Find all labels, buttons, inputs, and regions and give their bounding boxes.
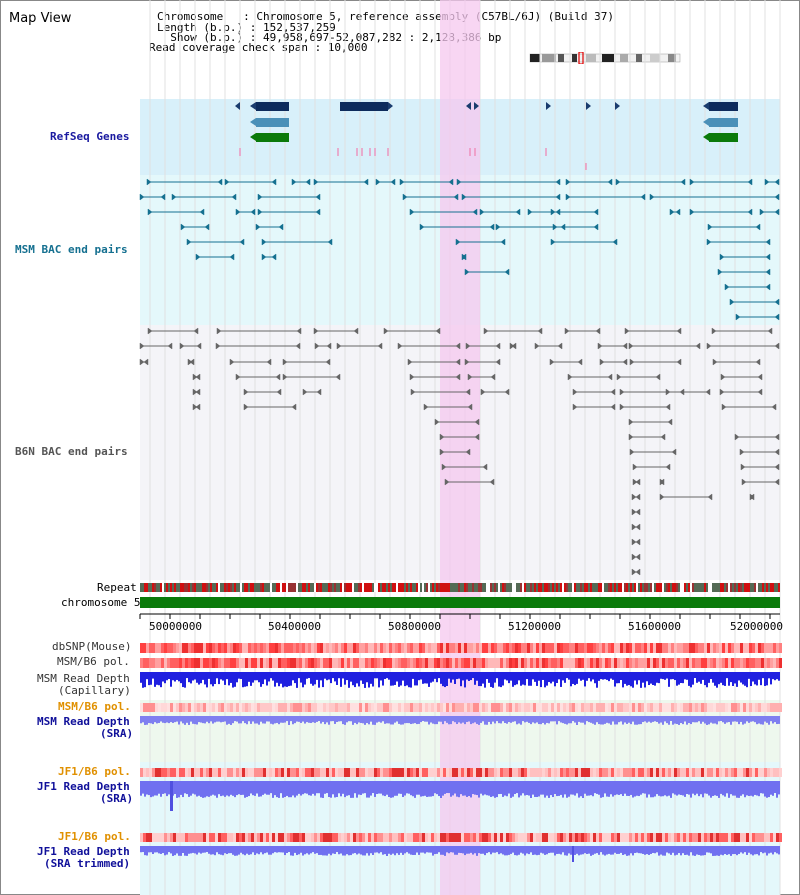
coverage-span-info: Read coverage check span : 10,000	[149, 41, 368, 54]
axis-label: 52000000	[730, 620, 783, 633]
track-label-capillary: (Capillary)	[58, 684, 131, 697]
position-axis	[139, 613, 780, 619]
page-title: Map View	[9, 11, 72, 26]
ideogram-position-marker	[578, 52, 584, 64]
track-label-msm-pol-sra: MSM/B6 pol.	[58, 700, 131, 713]
axis-label: 50800000	[388, 620, 441, 633]
grid-lines	[149, 0, 781, 895]
axis-label: 50000000	[149, 620, 202, 633]
heat-tracks	[140, 643, 782, 862]
track-label-msm-pol: MSM/B6 pol.	[57, 655, 130, 668]
track-label-jf1-depth-sra: JF1 Read Depth	[37, 780, 130, 793]
repeat-track	[140, 583, 780, 592]
axis-label: 50400000	[268, 620, 321, 633]
axis-label: 51200000	[508, 620, 561, 633]
highlight-region	[440, 0, 480, 895]
track-label-jf1-pol-trimmed: JF1/B6 pol.	[58, 830, 131, 843]
track-label-b6n-bac[interactable]: B6N BAC end pairs	[15, 445, 128, 458]
track-label-msm-depth-sra: MSM Read Depth	[37, 715, 130, 728]
b6n-bac-pairs	[139, 327, 780, 576]
length-info: Length (b.p.) : 152,537,259	[157, 21, 336, 34]
gene-block	[256, 102, 289, 111]
track-label-msm-depth-capillary: MSM Read Depth	[37, 672, 130, 685]
track-label-jf1-sra: (SRA)	[100, 792, 134, 805]
track-label-sra: (SRA)	[100, 727, 134, 740]
chromosome-ideogram[interactable]	[528, 52, 684, 64]
chromosome-bar	[140, 597, 780, 608]
track-label-dbsnp: dbSNP(Mouse)	[52, 640, 132, 653]
axis-label: 51600000	[628, 620, 681, 633]
track-label-repeat: Repeat	[97, 581, 137, 594]
track-label-refseq[interactable]: RefSeq Genes	[50, 130, 130, 143]
track-label-chromosome: chromosome 5	[61, 596, 141, 609]
track-label-jf1-depth-trimmed: JF1 Read Depth	[37, 845, 130, 858]
track-label-msm-bac[interactable]: MSM BAC end pairs	[15, 243, 128, 256]
track-label-jf1-pol: JF1/B6 pol.	[58, 765, 131, 778]
refseq-genes	[235, 102, 738, 170]
track-label-sra-trimmed: (SRA trimmed)	[44, 857, 131, 870]
msm-bac-pairs	[139, 178, 780, 321]
gene-marker	[235, 102, 240, 110]
